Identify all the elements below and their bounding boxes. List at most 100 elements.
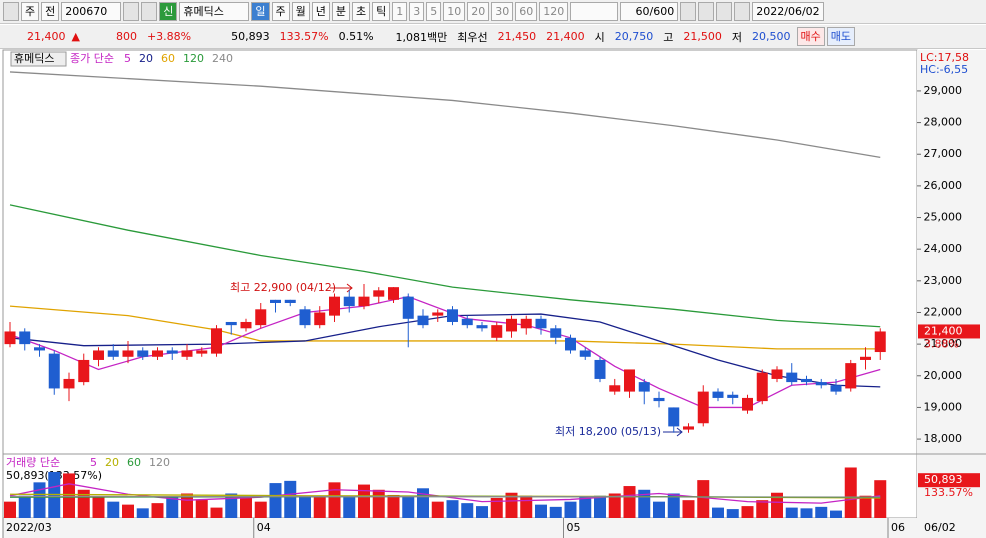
- stock-label: 휴메딕스: [14, 52, 54, 65]
- volume-label: 거래량 단순: [6, 456, 60, 469]
- sell-button[interactable]: 매도: [826, 27, 856, 46]
- x-tick-label: 2022/03: [6, 521, 52, 534]
- volume-bar: [682, 500, 695, 518]
- candle-body: [329, 296, 340, 316]
- candle-body: [860, 356, 871, 360]
- low: 20,500: [752, 30, 791, 43]
- period[interactable]: 주: [271, 2, 290, 21]
- candle-body: [373, 290, 385, 297]
- period[interactable]: 월: [291, 2, 310, 21]
- badge: 신: [159, 2, 178, 21]
- buy-button[interactable]: 매수: [796, 27, 825, 46]
- mode[interactable]: 전: [41, 2, 60, 21]
- icon[interactable]: [734, 2, 751, 21]
- candle-body: [624, 369, 635, 392]
- icon[interactable]: [141, 2, 158, 21]
- volume-bar: [830, 510, 842, 518]
- volume-bar: [800, 508, 813, 518]
- candle-body: [520, 318, 532, 329]
- volume-bar: [122, 504, 134, 518]
- dropdown[interactable]: [570, 2, 619, 21]
- y-tick-label: 22,000: [924, 305, 963, 318]
- volume-bar: [667, 493, 680, 518]
- y-tick-label: 18,000: [924, 432, 963, 445]
- volume-tag-label: 50,893: [924, 473, 963, 486]
- y-tick-label: 21,000: [924, 337, 963, 350]
- candle-body: [668, 407, 680, 427]
- hc: HC:-6,55: [920, 63, 968, 76]
- legend-entry: 240: [212, 52, 233, 65]
- legend-entry: 20: [139, 52, 153, 65]
- volume-bar: [712, 507, 724, 518]
- period[interactable]: 분: [331, 2, 350, 21]
- stock-name[interactable]: 휴메딕스: [179, 2, 250, 21]
- volume-bar: [815, 506, 828, 518]
- quote-bar: 21,400 ▲ 800 +3.88% 50,893 133.57% 0.51% …: [0, 25, 986, 49]
- date[interactable]: 2022/06/02: [752, 2, 824, 21]
- period[interactable]: 년: [311, 2, 330, 21]
- candle-body: [874, 331, 886, 353]
- bid: 21,400: [546, 30, 585, 43]
- y-tick-label: 23,000: [924, 274, 963, 287]
- volume-bar: [653, 501, 665, 518]
- legend-entry: 60: [127, 456, 141, 469]
- annotation: 최저 18,200 (05/13): [555, 425, 661, 438]
- volume-bar: [358, 484, 370, 518]
- count[interactable]: 60/600: [620, 2, 679, 21]
- volume-tag: [918, 473, 980, 488]
- icon[interactable]: [698, 2, 715, 21]
- cursor-date: 06/02: [924, 521, 956, 534]
- interval[interactable]: 120: [539, 2, 569, 21]
- volume-bar: [166, 497, 179, 518]
- candle-body: [152, 350, 163, 357]
- interval[interactable]: 5: [426, 2, 442, 21]
- volume-bar: [4, 501, 16, 518]
- candle-body: [63, 378, 75, 389]
- candle-body: [638, 382, 650, 392]
- candle-body: [550, 328, 562, 338]
- candle-body: [181, 350, 193, 357]
- ma-line: [9, 305, 881, 350]
- volume-bar: [564, 501, 577, 518]
- period[interactable]: 일: [251, 2, 270, 21]
- icon[interactable]: [680, 2, 697, 21]
- interval[interactable]: 1: [392, 2, 408, 21]
- candle-body: [712, 391, 724, 398]
- candle-body: [845, 363, 857, 389]
- legend-entry: 5: [124, 52, 131, 65]
- legend-entry: 5: [90, 456, 97, 469]
- interval[interactable]: 3: [409, 2, 425, 21]
- market[interactable]: 주: [21, 2, 40, 21]
- volume-bar: [328, 482, 341, 518]
- low-label: 저: [731, 30, 743, 44]
- volume-bar: [151, 503, 164, 518]
- code[interactable]: 200670: [61, 2, 122, 21]
- period[interactable]: 틱: [372, 2, 391, 21]
- candle-body: [19, 331, 31, 345]
- candle-body: [78, 359, 90, 383]
- interval[interactable]: 30: [491, 2, 514, 21]
- interval[interactable]: 10: [443, 2, 466, 21]
- candle-body: [609, 385, 621, 392]
- candle-body: [211, 328, 222, 354]
- interval[interactable]: 20: [467, 2, 490, 21]
- interval[interactable]: 60: [515, 2, 538, 21]
- period[interactable]: 초: [352, 2, 371, 21]
- icon[interactable]: [716, 2, 733, 21]
- volume-bar: [594, 495, 606, 518]
- candle-body: [535, 318, 547, 329]
- candle-body: [786, 372, 798, 383]
- volume-bar: [505, 492, 518, 518]
- icon[interactable]: [123, 2, 140, 21]
- arrow: [663, 427, 683, 437]
- volume-bar: [33, 482, 46, 518]
- y-tick-label: 28,000: [924, 116, 963, 129]
- icon[interactable]: [3, 2, 19, 21]
- x-tick-label: 05: [567, 521, 581, 534]
- y-tick-label: 26,000: [924, 179, 963, 192]
- annotation: 최고 22,900 (04/12): [230, 281, 336, 294]
- candle-body: [506, 318, 517, 332]
- candle-body: [314, 312, 326, 326]
